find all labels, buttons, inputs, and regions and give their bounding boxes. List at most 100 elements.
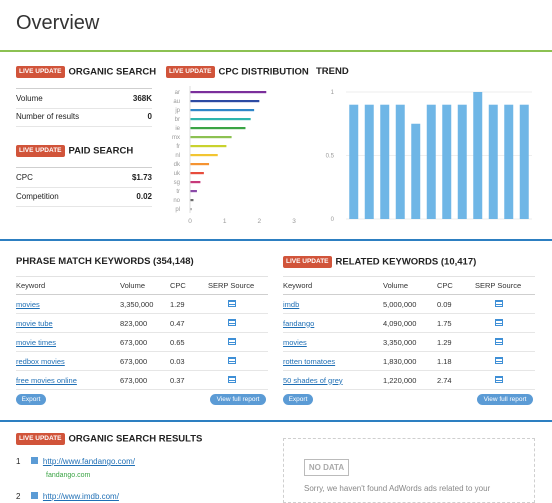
related-keywords-title: RELATED KEYWORDS (10,417)	[335, 256, 477, 268]
live-update-badge: live update	[283, 256, 332, 268]
serp-source-icon[interactable]	[228, 375, 236, 383]
result-url-link[interactable]: http://www.imdb.com/	[42, 492, 119, 501]
overview-header: Overview	[0, 0, 552, 52]
trend-bar	[442, 104, 452, 219]
organic-search-title: ORGANIC SEARCH	[68, 66, 157, 78]
trend-bar	[349, 104, 359, 219]
trend-bar	[504, 104, 514, 219]
column-volume: Volume	[383, 276, 437, 295]
serp-source-icon[interactable]	[495, 299, 503, 307]
trend-bar	[426, 104, 436, 219]
cpc-cell: 2.74	[437, 370, 475, 390]
serp-source-icon[interactable]	[228, 356, 236, 364]
keyword-link[interactable]: redbox movies	[16, 356, 65, 366]
serp-source-icon[interactable]	[495, 318, 503, 326]
serp-source-icon[interactable]	[228, 299, 236, 307]
trend-heading: TREND	[316, 66, 349, 77]
serp-source-icon[interactable]	[495, 375, 503, 383]
category-label: tr	[176, 189, 180, 195]
competition-value: 0.02	[136, 192, 152, 201]
cpc-bar	[190, 199, 194, 202]
external-link-icon[interactable]	[30, 457, 38, 464]
results-value: 0	[147, 112, 152, 121]
cpc-bar	[190, 91, 267, 94]
export-button[interactable]: Export	[16, 394, 46, 405]
keyword-link[interactable]: 50 shades of grey	[283, 375, 343, 385]
result-item: 2 http://www.imdb.com/	[16, 492, 119, 501]
competition-row: Competition 0.02	[16, 187, 152, 207]
organic-results-heading: live update ORGANIC SEARCH RESULTS	[16, 433, 202, 445]
keyword-link[interactable]: movie tube	[16, 318, 53, 328]
cpc-distribution-heading: live update CPC DISTRIBUTION	[166, 66, 309, 78]
cpc-value: $1.73	[131, 173, 152, 182]
trend-bar	[457, 104, 467, 219]
trend-bar	[488, 104, 498, 219]
keyword-link[interactable]: imdb	[283, 299, 300, 309]
related-keywords-table: Keyword Volume CPC SERP Source imdb 5,000…	[283, 276, 535, 390]
cpc-bar	[190, 163, 210, 166]
trend-bar	[473, 92, 483, 219]
keyword-link[interactable]: fandango	[283, 318, 315, 328]
organic-search-heading: live update ORGANIC SEARCH	[16, 66, 156, 78]
keyword-link[interactable]: rotten tomatoes	[283, 356, 336, 366]
category-label: au	[173, 99, 180, 105]
no-data-badge: NO DATA	[304, 459, 349, 476]
serp-source-icon[interactable]	[495, 337, 503, 345]
view-full-report-button[interactable]: View full report	[477, 394, 533, 405]
x-tick-label: 2	[258, 218, 262, 225]
trend-bar	[395, 104, 405, 219]
y-tick-label: 0	[331, 217, 335, 223]
serp-source-icon[interactable]	[495, 356, 503, 364]
export-button[interactable]: Export	[283, 394, 313, 405]
y-tick-label: 0.5	[326, 154, 335, 160]
category-label: br	[175, 117, 180, 123]
cpc-distribution-chart: ar au jp br ie mx fr nl dk uk sg tr no pl 0 1 2 3	[172, 86, 296, 225]
external-link-icon[interactable]	[30, 492, 38, 499]
organic-results-title: ORGANIC SEARCH RESULTS	[68, 433, 203, 445]
keyword-link[interactable]: movies	[16, 299, 40, 309]
cpc-bar	[190, 109, 255, 112]
column-serp: SERP Source	[475, 276, 535, 295]
result-domain: fandango.com	[46, 472, 91, 479]
cpc-bar	[190, 154, 218, 157]
phrase-match-heading: PHRASE MATCH KEYWORDS (354,148)	[16, 256, 194, 267]
column-volume: Volume	[120, 276, 170, 295]
serp-source-icon[interactable]	[228, 318, 236, 326]
y-tick-label: 1	[331, 90, 335, 96]
cpc-bar	[190, 181, 201, 184]
category-label: ie	[175, 126, 180, 132]
cpc-cell: 1.29	[437, 332, 475, 352]
table-row: movie tube 823,000 0.47	[16, 313, 268, 333]
section-divider	[0, 420, 552, 422]
category-label: no	[173, 198, 180, 204]
cpc-bar	[190, 190, 197, 193]
keyword-link[interactable]: movie times	[16, 337, 57, 347]
trend-bar	[519, 104, 529, 219]
keyword-link[interactable]: movies	[283, 337, 307, 347]
section-divider	[0, 239, 552, 241]
volume-cell: 1,220,000	[383, 370, 437, 390]
trend-bar	[380, 104, 390, 219]
volume-label: Volume	[16, 94, 43, 103]
view-full-report-button[interactable]: View full report	[210, 394, 266, 405]
cpc-label: CPC	[16, 173, 33, 182]
no-ads-message: Sorry, we haven't found AdWords ads rela…	[304, 484, 491, 493]
result-number: 1	[16, 457, 21, 466]
table-row: rotten tomatoes 1,830,000 1.18	[283, 351, 535, 371]
results-label: Number of results	[16, 112, 80, 121]
live-update-badge: live update	[166, 66, 215, 78]
volume-row: Volume 368K	[16, 89, 152, 109]
volume-cell: 3,350,000	[383, 332, 437, 352]
volume-cell: 823,000	[120, 313, 170, 333]
serp-source-icon[interactable]	[228, 337, 236, 345]
table-row: 50 shades of grey 1,220,000 2.74	[283, 370, 535, 390]
trend-title: TREND	[316, 66, 349, 77]
keyword-link[interactable]: free movies online	[16, 375, 77, 385]
cpc-bar	[190, 100, 260, 103]
volume-cell: 5,000,000	[383, 294, 437, 314]
table-row: movie times 673,000 0.65	[16, 332, 268, 352]
table-row: fandango 4,090,000 1.75	[283, 313, 535, 333]
cpc-cell: 0.47	[170, 313, 208, 333]
result-url-link[interactable]: http://www.fandango.com/	[42, 457, 135, 466]
category-label: uk	[174, 171, 181, 177]
